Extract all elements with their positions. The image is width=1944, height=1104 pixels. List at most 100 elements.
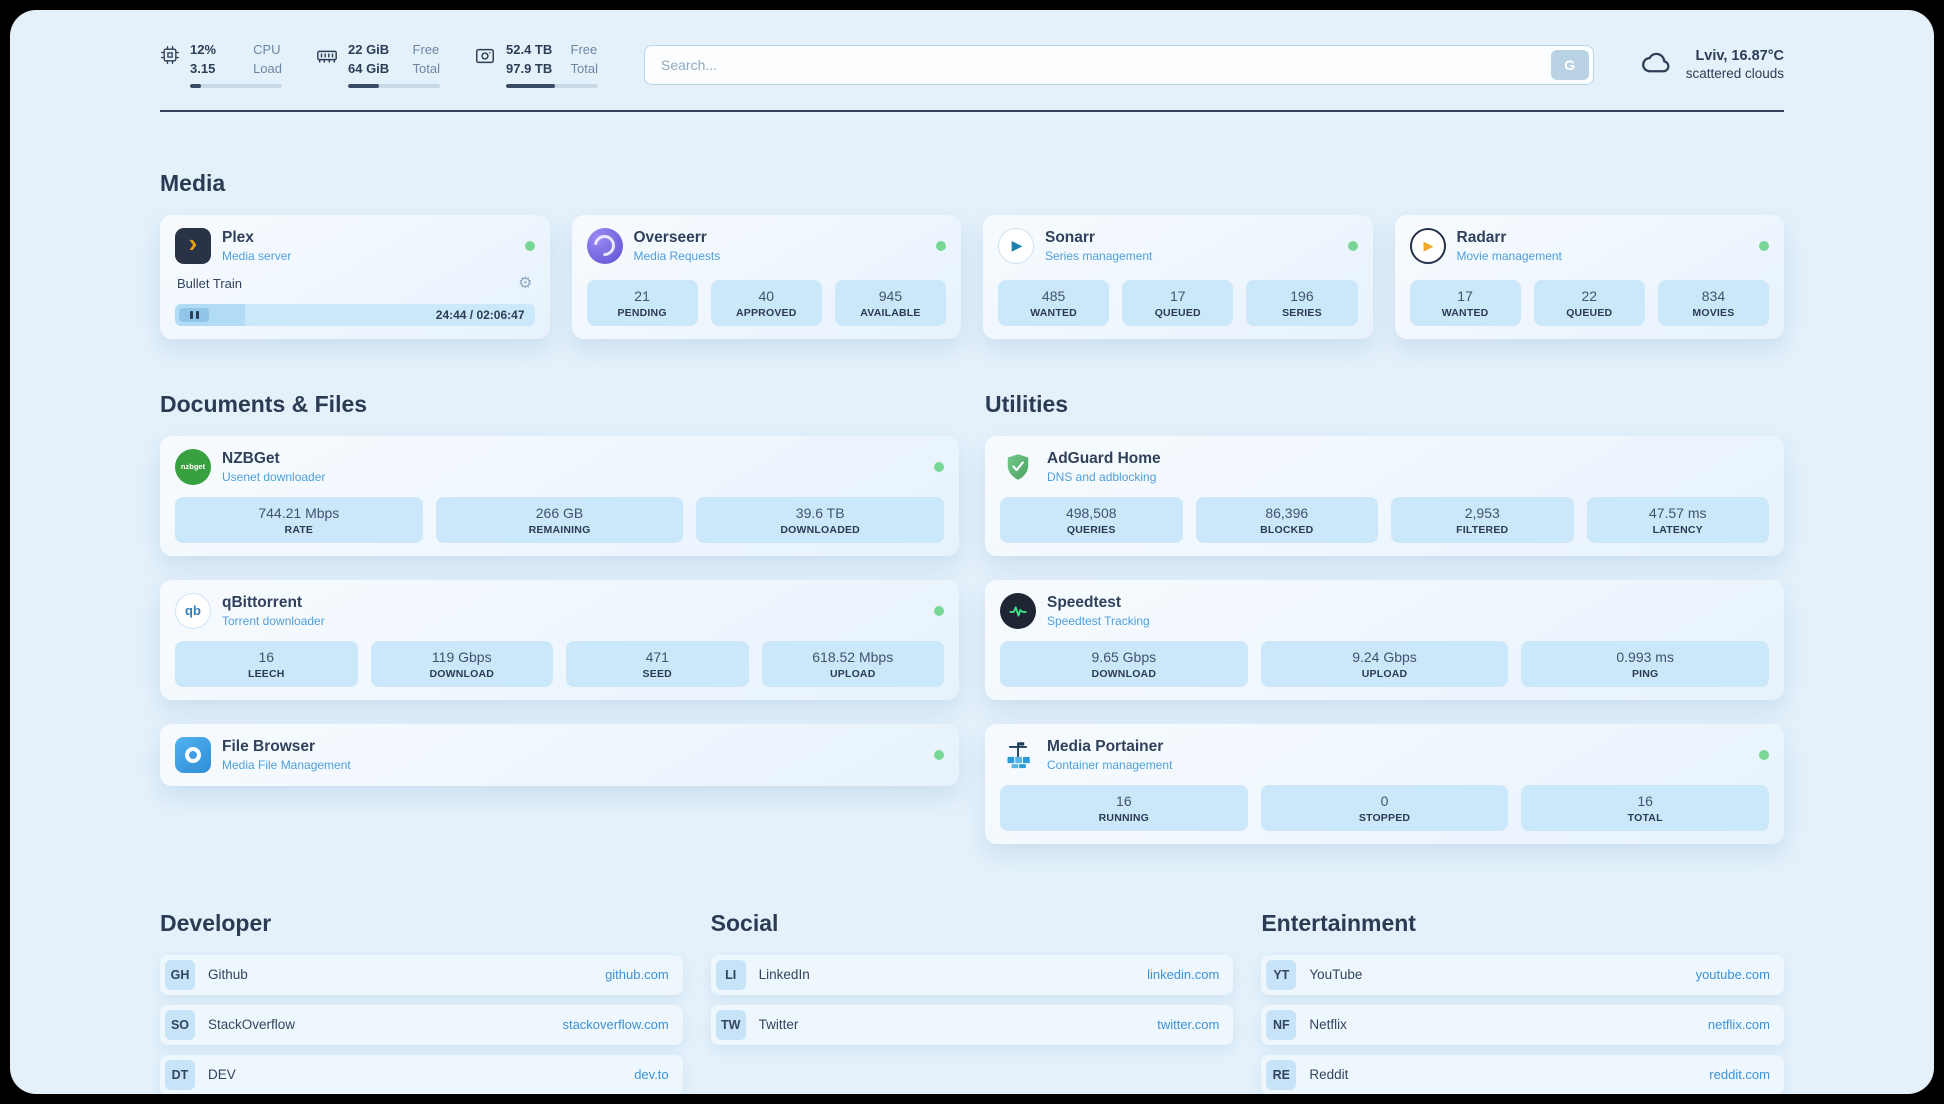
link-url: youtube.com: [1695, 967, 1770, 983]
search-input[interactable]: [644, 44, 1594, 85]
stat-label: PENDING: [617, 306, 667, 319]
cloud-icon: [1640, 45, 1674, 84]
plex-card[interactable]: › Plex Media server Bullet Train ⚙: [160, 214, 550, 339]
nzbget-card[interactable]: nzbget NZBGet Usenet downloader 744.21 M…: [160, 435, 959, 556]
qbittorrent-card[interactable]: qb qBittorrent Torrent downloader 16 LEE…: [160, 579, 959, 700]
filebrowser-icon: [175, 736, 211, 773]
stat-label: REMAINING: [528, 523, 591, 536]
link-row-reddit[interactable]: RE Reddit reddit.com: [1261, 1054, 1784, 1094]
entertainment-section: Entertainment YT YouTube youtube.com NF …: [1261, 910, 1784, 1094]
weather-condition: scattered clouds: [1685, 66, 1784, 82]
nzbget-wordmark: nzbget: [180, 462, 206, 472]
qbittorrent-icon: qb: [175, 592, 211, 629]
stat-label: QUERIES: [1066, 523, 1116, 536]
cpu-label: CPU: [253, 42, 281, 57]
stat-label: DOWNLOADED: [780, 523, 860, 536]
stat-queries: 498,508 QUERIES: [1000, 496, 1183, 543]
speedtest-card[interactable]: Speedtest Speedtest Tracking 9.65 Gbps D…: [985, 579, 1784, 700]
search-engine-button[interactable]: G: [1550, 49, 1589, 80]
stat-label: QUEUED: [1154, 306, 1201, 319]
app-name: NZBGet: [222, 449, 280, 467]
app-subtitle: Usenet downloader: [222, 469, 326, 484]
stat-wanted: 485 WANTED: [998, 279, 1110, 326]
stat-approved: 40 APPROVED: [710, 279, 822, 326]
stat-blocked: 86,396 BLOCKED: [1195, 496, 1378, 543]
stat-label: PING: [1631, 667, 1659, 680]
stat-value: 485: [1041, 287, 1066, 304]
link-name: Github: [208, 967, 248, 983]
stat-label: LEECH: [247, 667, 285, 680]
stackoverflow-badge-icon: SO: [165, 1009, 195, 1040]
link-row-dev[interactable]: DT DEV dev.to: [160, 1054, 683, 1094]
overseerr-card[interactable]: Overseerr Media Requests 21 PENDING 40 A…: [571, 214, 961, 339]
cpu-progress-bar: [190, 83, 282, 88]
stat-label: APPROVED: [735, 306, 797, 319]
app-name: Radarr: [1456, 228, 1507, 246]
disk-metric: 52.4 TB 97.9 TB Free Total: [474, 42, 598, 88]
app-name: qBittorrent: [222, 593, 303, 611]
app-subtitle: Series management: [1045, 248, 1153, 263]
stat-value: 17: [1457, 287, 1473, 304]
playback-time: 24:44 / 02:06:47: [435, 307, 525, 322]
app-name: AdGuard Home: [1047, 449, 1161, 467]
link-row-linkedin[interactable]: LI LinkedIn linkedin.com: [710, 954, 1234, 995]
stat-seed: 471 SEED: [566, 640, 749, 687]
stat-filtered: 2,953 FILTERED: [1391, 496, 1574, 543]
stat-value: 86,396: [1265, 504, 1309, 521]
link-row-stackoverflow[interactable]: SO StackOverflow stackoverflow.com: [160, 1004, 683, 1045]
stat-value: 471: [645, 648, 669, 665]
stat-label: DOWNLOAD: [429, 667, 495, 680]
ram-total-label: Total: [412, 60, 440, 76]
link-name: Reddit: [1309, 1067, 1349, 1083]
link-url: netflix.com: [1707, 1017, 1770, 1033]
pause-button[interactable]: [179, 307, 209, 322]
sonarr-card[interactable]: ▶ Sonarr Series management 485 WANTED: [983, 214, 1373, 339]
stat-series: 196 SERIES: [1246, 279, 1358, 326]
radarr-card[interactable]: ▶ Radarr Movie management 17 WANTED: [1394, 214, 1784, 339]
progress-fill: [348, 83, 380, 88]
stat-value: 196: [1290, 287, 1314, 304]
status-dot: [1759, 240, 1769, 251]
stat-label: WANTED: [1030, 306, 1077, 319]
stat-value: 21: [634, 287, 650, 304]
documents-section: Documents & Files nzbget NZBGet Usenet d…: [160, 391, 959, 844]
disk-icon: [474, 45, 496, 67]
cpu-metric: 12% 3.15 CPU Load: [160, 42, 282, 88]
link-row-netflix[interactable]: NF Netflix netflix.com: [1261, 1004, 1784, 1045]
portainer-card[interactable]: Media Portainer Container management 16 …: [985, 723, 1784, 844]
stat-latency: 47.57 ms LATENCY: [1586, 496, 1769, 543]
adguard-card[interactable]: AdGuard Home DNS and adblocking 498,508 …: [985, 435, 1784, 556]
link-row-twitter[interactable]: TW Twitter twitter.com: [710, 1004, 1234, 1045]
stat-value: 22: [1581, 287, 1598, 304]
progress-fill: [190, 83, 202, 88]
link-row-github[interactable]: GH Github github.com: [160, 954, 683, 995]
status-dot: [524, 240, 535, 251]
link-url: reddit.com: [1709, 1067, 1770, 1083]
reddit-badge-icon: RE: [1266, 1059, 1297, 1090]
app-subtitle: Torrent downloader: [222, 613, 325, 628]
filebrowser-card[interactable]: File Browser Media File Management: [160, 723, 959, 786]
link-name: StackOverflow: [208, 1017, 296, 1033]
link-name: Netflix: [1309, 1017, 1347, 1033]
developer-section: Developer GH Github github.com SO StackO…: [160, 910, 683, 1094]
social-section: Social LI LinkedIn linkedin.com TW Twitt…: [710, 910, 1234, 1055]
stat-label: LATENCY: [1652, 523, 1703, 536]
stat-upload: 9.24 Gbps UPLOAD: [1260, 640, 1509, 687]
stat-stopped: 0 STOPPED: [1260, 784, 1509, 831]
stat-value: 618.52 Mbps: [812, 648, 894, 665]
radarr-icon: ▶: [1409, 227, 1446, 264]
link-row-youtube[interactable]: YT YouTube youtube.com: [1261, 954, 1784, 995]
gear-icon[interactable]: ⚙: [518, 274, 533, 292]
status-dot: [936, 240, 946, 251]
system-metrics: 12% 3.15 CPU Load: [160, 42, 598, 88]
stat-label: QUEUED: [1566, 306, 1613, 319]
app-name: Media Portainer: [1047, 737, 1164, 755]
media-section: Media › Plex Media server Bullet Train: [160, 170, 1784, 339]
stat-label: STOPPED: [1358, 811, 1411, 824]
playback-progress-bar[interactable]: 24:44 / 02:06:47: [175, 303, 535, 326]
stat-value: 266 GB: [535, 504, 584, 521]
ram-free-label: Free: [412, 42, 440, 57]
disk-free-label: Free: [570, 42, 598, 57]
sonarr-icon: ▶: [998, 227, 1034, 264]
link-url: twitter.com: [1157, 1017, 1220, 1033]
